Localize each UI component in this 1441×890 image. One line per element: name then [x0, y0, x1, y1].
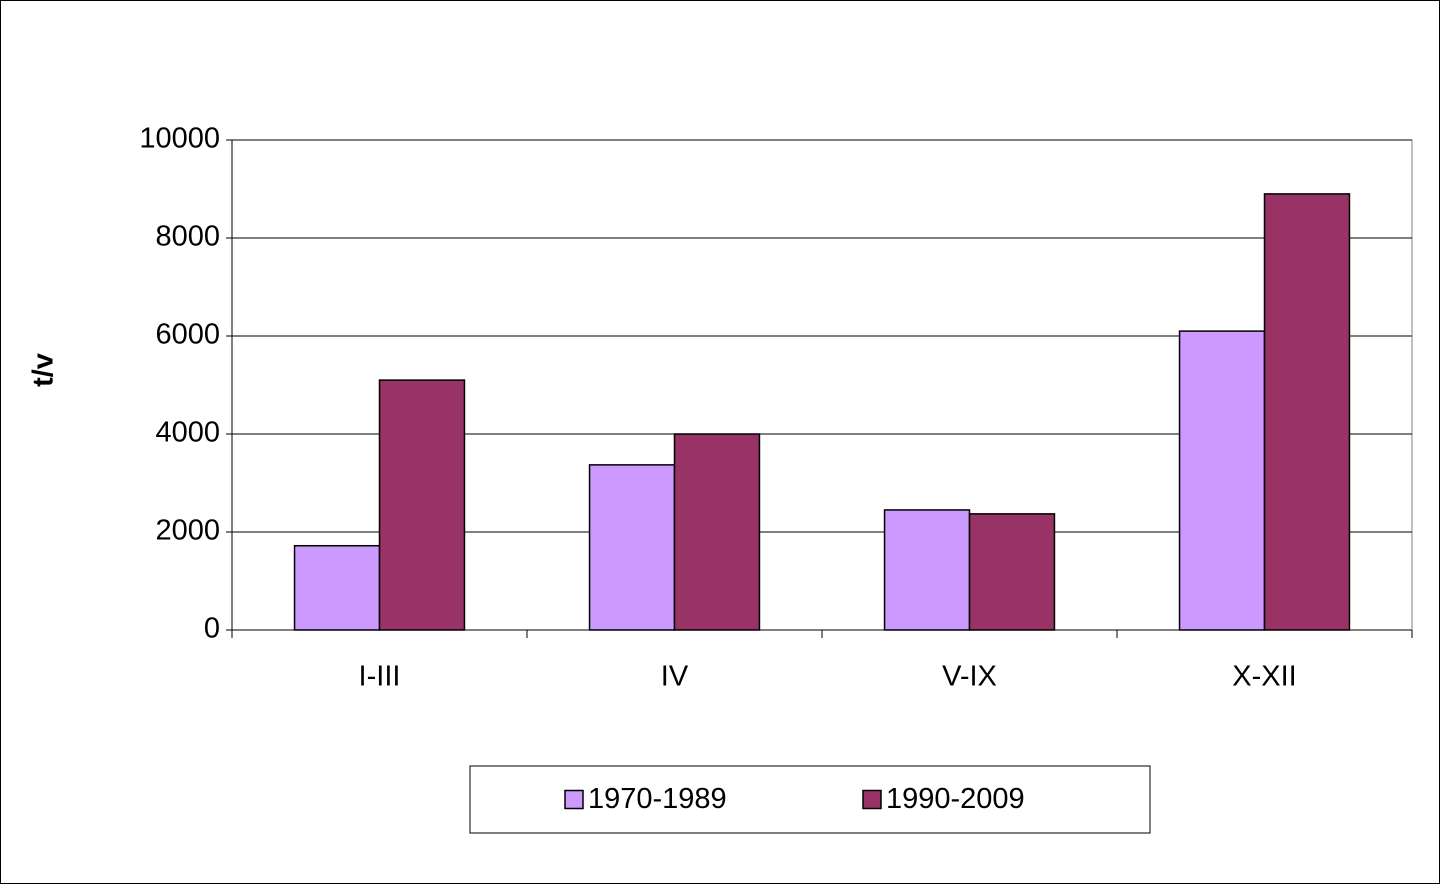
bar: [378, 379, 466, 631]
bar: [588, 464, 676, 631]
bar: [968, 513, 1056, 631]
bar: [1263, 193, 1351, 631]
y-tick-label: 0: [204, 613, 220, 645]
bar: [1178, 330, 1266, 631]
legend-label: 1990-2009: [886, 783, 1025, 815]
x-tick-label: X-XII: [1232, 661, 1296, 693]
bar: [293, 544, 381, 631]
bar: [883, 509, 971, 631]
x-tick-label: IV: [661, 661, 689, 693]
y-tick-label: 8000: [155, 221, 220, 253]
y-axis-label: t/v: [28, 353, 60, 387]
y-tick-label: 4000: [155, 417, 220, 449]
y-tick-label: 10000: [139, 123, 220, 155]
x-tick-label: V-IX: [942, 661, 997, 693]
bar: [673, 433, 761, 631]
legend-label: 1970-1989: [588, 783, 727, 815]
y-tick-label: 2000: [155, 515, 220, 547]
legend-swatch: [862, 789, 882, 810]
x-tick-label: I-III: [359, 661, 401, 693]
legend-swatch: [564, 789, 584, 810]
y-tick-label: 6000: [155, 319, 220, 351]
